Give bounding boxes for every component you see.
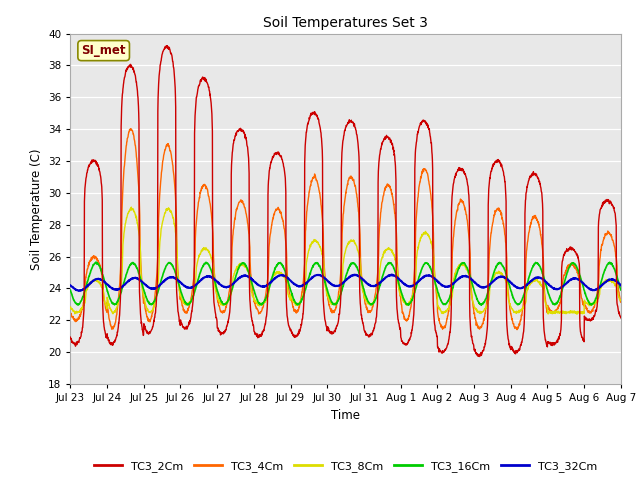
- TC3_32Cm: [374, 282, 381, 288]
- TC3_8Cm: [573, 312, 580, 317]
- Y-axis label: Soil Temperature (C): Soil Temperature (C): [29, 148, 43, 270]
- TC3_2Cm: [476, 354, 483, 360]
- TC3_16Cm: [569, 260, 577, 266]
- Title: Soil Temperatures Set 3: Soil Temperatures Set 3: [263, 16, 428, 30]
- TC3_4Cm: [67, 310, 74, 316]
- TC3_32Cm: [220, 284, 228, 290]
- TC3_4Cm: [617, 300, 625, 305]
- TC3_4Cm: [513, 327, 521, 333]
- X-axis label: Time: Time: [331, 408, 360, 421]
- TC3_8Cm: [374, 290, 381, 296]
- TC3_32Cm: [76, 288, 83, 294]
- TC3_2Cm: [220, 329, 228, 335]
- TC3_16Cm: [362, 293, 370, 299]
- TC3_4Cm: [584, 309, 592, 315]
- TC3_2Cm: [67, 334, 74, 340]
- Text: SI_met: SI_met: [81, 44, 126, 57]
- TC3_32Cm: [617, 282, 625, 288]
- Line: TC3_8Cm: TC3_8Cm: [70, 207, 621, 314]
- TC3_4Cm: [374, 271, 381, 277]
- TC3_32Cm: [388, 272, 396, 277]
- TC3_2Cm: [569, 245, 577, 251]
- TC3_8Cm: [362, 297, 369, 303]
- TC3_8Cm: [220, 301, 228, 307]
- TC3_32Cm: [506, 279, 514, 285]
- TC3_8Cm: [127, 204, 135, 210]
- TC3_2Cm: [584, 317, 592, 323]
- TC3_2Cm: [163, 43, 171, 48]
- TC3_8Cm: [568, 310, 576, 315]
- TC3_32Cm: [569, 276, 577, 282]
- Legend: TC3_2Cm, TC3_4Cm, TC3_8Cm, TC3_16Cm, TC3_32Cm: TC3_2Cm, TC3_4Cm, TC3_8Cm, TC3_16Cm, TC3…: [90, 457, 602, 477]
- TC3_32Cm: [584, 285, 592, 291]
- TC3_16Cm: [617, 287, 625, 293]
- TC3_4Cm: [362, 301, 369, 307]
- TC3_2Cm: [362, 329, 369, 335]
- TC3_8Cm: [506, 301, 513, 307]
- TC3_2Cm: [617, 315, 625, 321]
- TC3_8Cm: [584, 301, 592, 307]
- Line: TC3_2Cm: TC3_2Cm: [70, 46, 621, 357]
- TC3_32Cm: [67, 283, 74, 288]
- TC3_16Cm: [221, 301, 228, 307]
- TC3_2Cm: [506, 345, 514, 350]
- TC3_16Cm: [374, 289, 381, 295]
- TC3_16Cm: [506, 285, 514, 290]
- Line: TC3_16Cm: TC3_16Cm: [70, 262, 621, 305]
- TC3_4Cm: [127, 126, 134, 132]
- TC3_4Cm: [506, 304, 513, 310]
- TC3_8Cm: [67, 304, 74, 310]
- TC3_16Cm: [584, 298, 592, 304]
- TC3_32Cm: [362, 279, 369, 285]
- Line: TC3_32Cm: TC3_32Cm: [70, 275, 621, 291]
- TC3_2Cm: [374, 297, 381, 302]
- TC3_16Cm: [67, 287, 74, 293]
- TC3_4Cm: [220, 308, 228, 313]
- TC3_8Cm: [617, 297, 625, 303]
- TC3_4Cm: [569, 262, 577, 268]
- TC3_16Cm: [74, 302, 82, 308]
- TC3_16Cm: [92, 259, 100, 265]
- Line: TC3_4Cm: TC3_4Cm: [70, 129, 621, 330]
